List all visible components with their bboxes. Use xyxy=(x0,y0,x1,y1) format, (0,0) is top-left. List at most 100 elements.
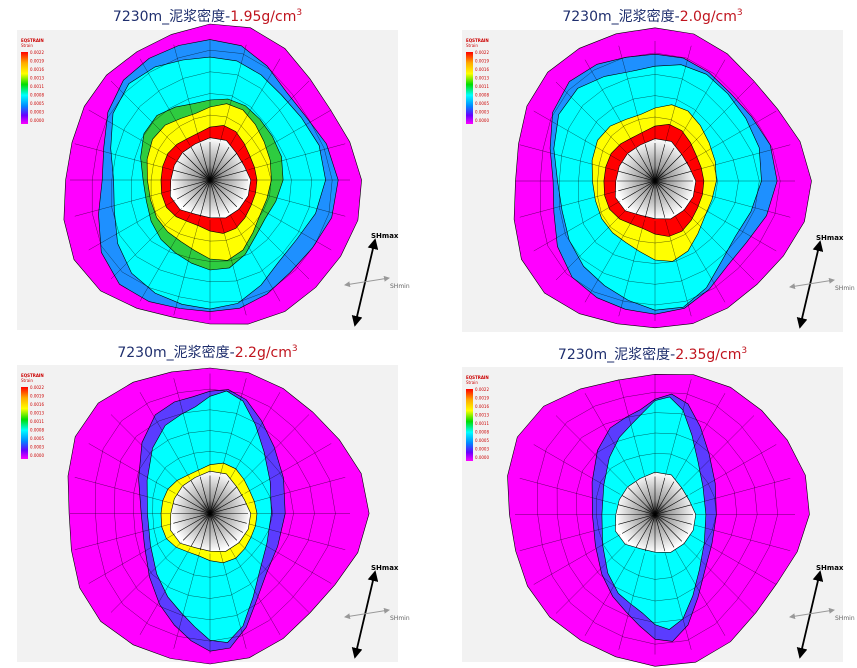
mesh-line xyxy=(74,143,172,170)
mesh-ring xyxy=(111,71,313,283)
panel-title: 7230m_泥浆密度-1.95g/cm3 xyxy=(113,8,302,25)
mesh-ring xyxy=(95,388,336,642)
mesh-line xyxy=(238,208,310,280)
hole-line xyxy=(654,180,692,192)
mesh-line xyxy=(618,379,645,476)
mesh-line xyxy=(248,523,346,550)
legend-bar xyxy=(466,389,473,461)
mesh-line xyxy=(220,378,247,475)
hole-line xyxy=(654,153,683,182)
hole-line xyxy=(209,476,221,514)
hole-line xyxy=(209,143,221,181)
legend-label: 0.0019 xyxy=(475,59,489,64)
shmin-label: SHmin xyxy=(835,285,855,292)
hole-line xyxy=(654,514,666,552)
mesh-ring xyxy=(539,52,781,306)
hole-line xyxy=(199,179,211,217)
mesh-line xyxy=(689,444,777,495)
legend-title: EQSTRAIN xyxy=(466,375,489,380)
hole-line xyxy=(209,503,247,514)
legend-label: 0.0008 xyxy=(475,430,489,435)
legend-title: EQSTRAIN xyxy=(466,38,489,43)
mesh-line xyxy=(674,59,726,147)
mesh-line xyxy=(584,59,636,147)
mesh-line xyxy=(674,215,726,303)
title-sup: 3 xyxy=(292,344,298,354)
panel-title: 7230m_泥浆密度-2.0g/cm3 xyxy=(562,8,742,25)
mesh-line xyxy=(229,58,281,146)
legend-label: 0.0003 xyxy=(475,110,489,115)
legend-bar xyxy=(21,387,28,459)
mesh-line xyxy=(665,219,692,317)
hole-line xyxy=(176,179,211,200)
hole-line xyxy=(618,514,656,525)
mesh-line xyxy=(618,45,645,143)
legend-label: 0.0016 xyxy=(30,67,44,72)
legend-label: 0.0005 xyxy=(30,101,44,106)
mesh-line xyxy=(139,548,191,635)
legend-title: EQSTRAIN xyxy=(21,38,44,43)
legend-label: 0.0000 xyxy=(475,118,489,123)
title-value: 2.0g/cm xyxy=(680,9,737,25)
legend-label: 0.0016 xyxy=(30,402,44,407)
legend-label: 0.0003 xyxy=(475,447,489,452)
title-value: 2.35g/cm xyxy=(675,347,741,363)
mesh-line xyxy=(693,524,791,551)
hole-line xyxy=(199,143,211,181)
mesh-line xyxy=(220,44,247,142)
mesh-ring xyxy=(152,451,273,578)
hole-line xyxy=(635,180,656,215)
mesh-line xyxy=(248,143,346,170)
mesh-line xyxy=(248,477,346,504)
mesh-ring xyxy=(559,74,760,285)
title-prefix: 7230m_泥浆密度- xyxy=(113,8,230,25)
shmin-arrow xyxy=(344,607,390,620)
mesh-line xyxy=(74,477,172,504)
hole-line xyxy=(182,179,211,208)
mesh-line xyxy=(238,541,310,613)
hole-line xyxy=(190,513,211,547)
mesh-line xyxy=(683,209,755,281)
hole-line xyxy=(621,161,656,182)
mesh-ring xyxy=(597,116,718,244)
mesh-line xyxy=(238,80,310,152)
shmin-label: SHmin xyxy=(835,615,855,622)
mesh-line xyxy=(244,533,332,584)
legend-label: 0.0019 xyxy=(30,394,44,399)
hole-line xyxy=(621,180,656,201)
mesh-line xyxy=(74,523,172,550)
legend-unit: Strain xyxy=(21,43,33,48)
legend-label: 0.0022 xyxy=(475,387,489,392)
mesh-line xyxy=(229,548,281,635)
mesh-line xyxy=(110,208,182,280)
hole-line xyxy=(209,513,221,551)
legend-label: 0.0022 xyxy=(30,50,44,55)
mesh-line xyxy=(88,533,176,584)
hole-line xyxy=(209,494,244,514)
hole-line xyxy=(209,146,230,181)
legend-label: 0.0000 xyxy=(30,453,44,458)
mesh-line xyxy=(220,218,247,316)
mesh-line xyxy=(665,553,692,650)
mesh-line xyxy=(88,443,176,494)
hole-line xyxy=(627,514,656,542)
mesh-line xyxy=(683,542,755,614)
hole-line xyxy=(654,495,689,515)
title-sup: 3 xyxy=(741,346,747,356)
panel-title: 7230m_泥浆密度-2.35g/cm3 xyxy=(558,346,747,363)
mesh-line xyxy=(674,549,726,636)
legend-label: 0.0000 xyxy=(475,455,489,460)
hole-line xyxy=(644,180,656,218)
mesh-line xyxy=(555,81,627,153)
hole-line xyxy=(173,179,211,191)
legend-unit: Strain xyxy=(21,378,33,383)
mesh-ring xyxy=(131,93,292,262)
title-prefix: 7230m_泥浆密度- xyxy=(117,344,234,361)
legend-label: 0.0011 xyxy=(475,84,489,89)
mesh-line xyxy=(584,393,636,480)
hole-line xyxy=(654,180,675,215)
hole-line xyxy=(190,480,211,514)
